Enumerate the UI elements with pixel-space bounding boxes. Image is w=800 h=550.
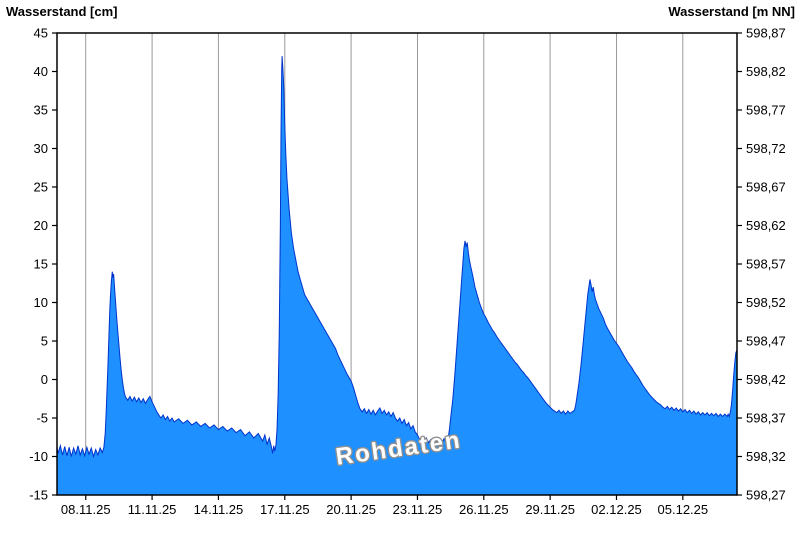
y-left-tick-label: -15	[29, 488, 48, 503]
x-axis: 08.11.25 11.11.25 14.11.25 17.11.25 20.11.25…	[61, 495, 708, 517]
y-left-tick-label: 5	[41, 334, 48, 349]
y-right-tick-label: 598,52	[746, 295, 786, 310]
y-left-tick-label: -10	[29, 449, 48, 464]
x-tick-label: 02.12.25	[591, 502, 642, 517]
right-axis-title: Wasserstand [m NN]	[668, 4, 795, 19]
y-right-tick-label: 598,27	[746, 488, 786, 503]
x-tick-label: 23.11.25	[393, 502, 443, 517]
y-left-tick-label: 35	[34, 103, 48, 118]
x-tick-label: 08.11.25	[61, 502, 111, 517]
water-level-area	[57, 56, 737, 495]
y-right-tick-label: 598,42	[746, 372, 786, 387]
y-left-tick-label: 40	[34, 64, 48, 79]
x-tick-label: 29.11.25	[525, 502, 575, 517]
y-left-tick-label: 45	[34, 26, 48, 41]
x-tick-label: 20.11.25	[326, 502, 376, 517]
y-left-tick-label: 25	[34, 180, 48, 195]
water-level-line	[56, 56, 738, 459]
y-left-tick-label: 0	[41, 372, 48, 387]
y-right-tick-label: 598,67	[746, 180, 786, 195]
y-right-tick-label: 598,77	[746, 103, 786, 118]
y-right-tick-label: 598,87	[746, 26, 786, 41]
x-tick-label: 05.12.25	[658, 502, 709, 517]
y-right-tick-label: 598,82	[746, 64, 786, 79]
y-right-tick-label: 598,62	[746, 218, 786, 233]
y-right-tick-label: 598,47	[746, 334, 786, 349]
y-left-tick-label: 15	[34, 257, 48, 272]
y-right-tick-label: 598,57	[746, 257, 786, 272]
x-tick-label: 14.11.25	[194, 502, 244, 517]
water-level-series	[56, 56, 738, 495]
y-left-tick-label: 10	[34, 295, 48, 310]
y-right-tick-label: 598,72	[746, 141, 786, 156]
y-left-tick-label: 20	[34, 218, 48, 233]
y-right-tick-label: 598,32	[746, 449, 786, 464]
left-axis-title: Wasserstand [cm]	[6, 4, 118, 19]
x-tick-label: 26.11.25	[459, 502, 509, 517]
y-axis-left: -15 -10 -5 0 5 10 15 20 25 30 35 40 45	[29, 26, 57, 503]
x-tick-label: 17.11.25	[260, 502, 310, 517]
y-right-tick-label: 598,37	[746, 411, 786, 426]
y-left-tick-label: 30	[34, 141, 48, 156]
y-axis-right: 598,27 598,32 598,37 598,42 598,47 598,52 598,…	[737, 26, 786, 503]
y-left-tick-label: -5	[36, 411, 48, 426]
x-tick-label: 11.11.25	[128, 502, 177, 517]
